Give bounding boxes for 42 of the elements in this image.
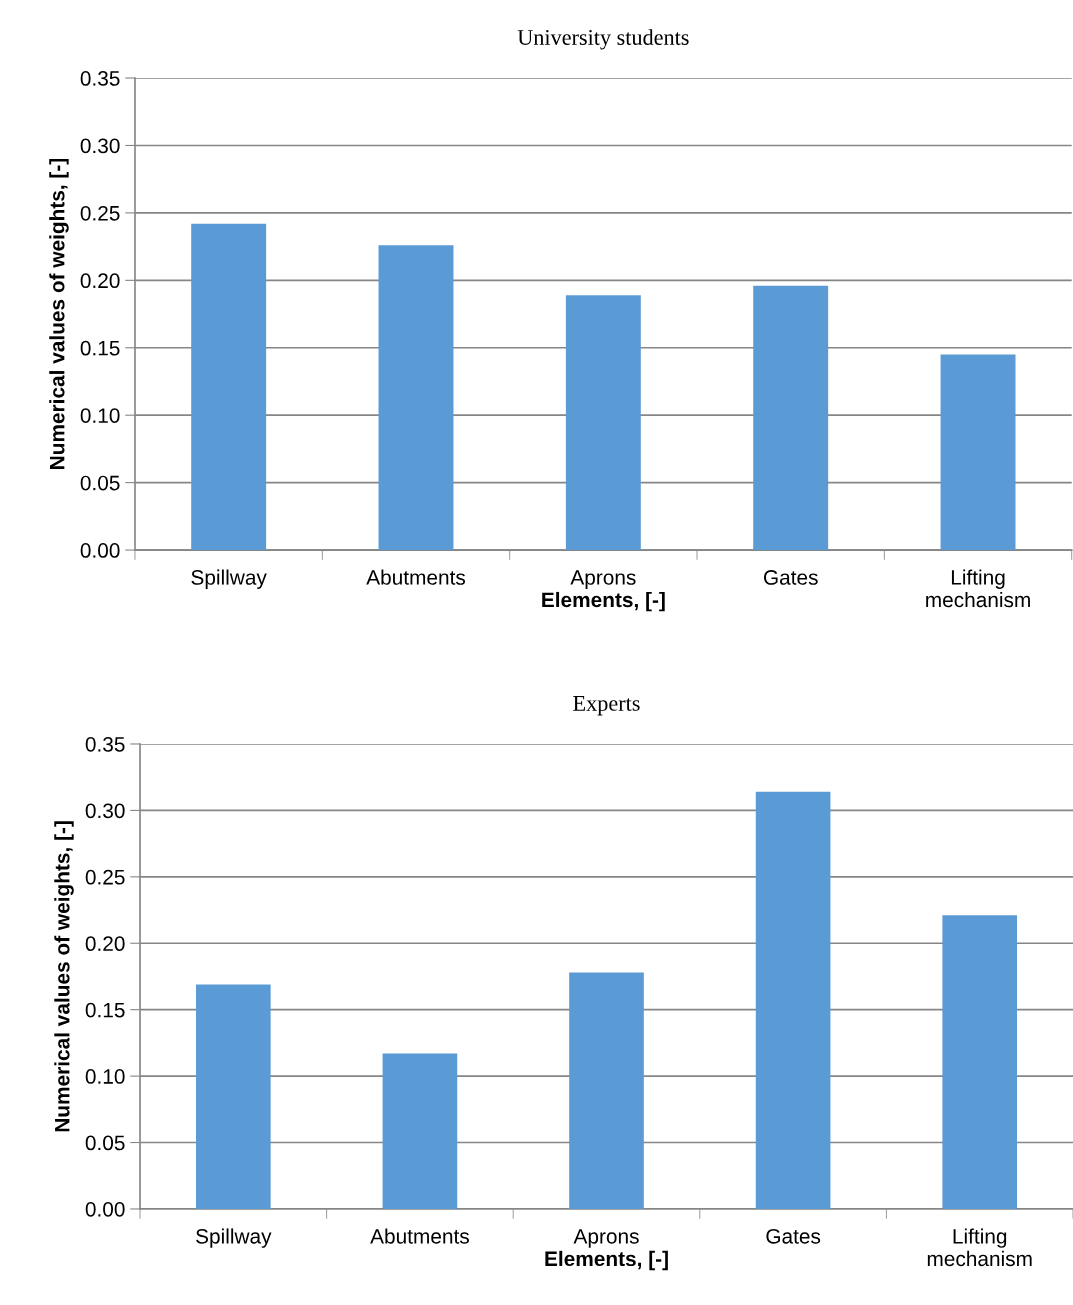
x-tick-label: Spillway bbox=[196, 1228, 272, 1248]
bar bbox=[755, 791, 831, 1209]
y-axis-title: Numerical values of weights, [-] bbox=[54, 821, 74, 1132]
y-tick-label: 0.20 bbox=[80, 273, 120, 289]
y-tick-label: 0.00 bbox=[85, 1201, 125, 1217]
y-tick-label: 0.20 bbox=[85, 936, 125, 952]
y-tick-label: 0.05 bbox=[80, 475, 120, 491]
y-tick-label: 0.00 bbox=[80, 543, 120, 558]
y-tick-label: 0.25 bbox=[80, 205, 120, 221]
bar bbox=[196, 984, 271, 1209]
x-tick-label: Aprons bbox=[573, 1229, 639, 1248]
x-axis-title: Elements, [-] bbox=[542, 591, 665, 612]
y-tick-label: 0.35 bbox=[85, 736, 125, 752]
bar bbox=[569, 972, 644, 1209]
y-tick-label: 0.35 bbox=[80, 71, 120, 86]
x-tick-label: Lifting mechanism bbox=[927, 1228, 1032, 1267]
bar bbox=[382, 1053, 458, 1209]
y-tick-label: 0.15 bbox=[80, 340, 120, 356]
y-tick-label: 0.30 bbox=[80, 138, 120, 154]
bar bbox=[753, 285, 829, 551]
y-tick-label: 0.10 bbox=[80, 408, 120, 423]
x-tick-label: Gates bbox=[766, 1228, 821, 1244]
bar bbox=[565, 295, 641, 551]
y-tick-label: 0.30 bbox=[85, 803, 125, 819]
y-tick-label: 0.25 bbox=[85, 869, 125, 885]
y-tick-label: 0.15 bbox=[85, 1002, 125, 1018]
bar bbox=[378, 245, 454, 551]
x-axis-title: Elements, [-] bbox=[545, 1250, 668, 1271]
bar bbox=[942, 915, 1018, 1209]
y-tick-label: 0.05 bbox=[85, 1135, 125, 1151]
x-tick-label: Lifting mechanism bbox=[926, 569, 1030, 608]
x-tick-label: Abutments bbox=[370, 1228, 469, 1244]
y-axis-title: Numerical values of weights, [-] bbox=[49, 158, 69, 469]
x-tick-label: Spillway bbox=[191, 569, 267, 589]
chart-title: Experts bbox=[573, 696, 640, 716]
x-tick-label: Gates bbox=[763, 570, 818, 585]
chart-title: University students bbox=[517, 29, 689, 50]
y-tick-label: 0.10 bbox=[85, 1069, 125, 1084]
bar bbox=[191, 223, 267, 551]
x-tick-label: Abutments bbox=[366, 569, 466, 585]
bar bbox=[940, 354, 1016, 551]
x-tick-label: Aprons bbox=[570, 570, 636, 589]
